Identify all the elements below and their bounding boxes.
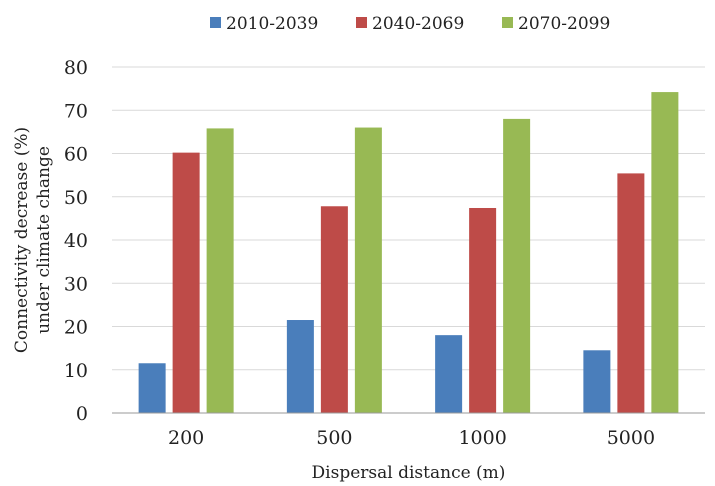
bars — [138, 92, 679, 414]
y-axis-title-line: under climate change — [34, 146, 54, 334]
bar-2070-2099-200 — [206, 128, 234, 414]
bar-2040-2069-1000 — [469, 207, 497, 413]
y-tick-label: 70 — [64, 100, 88, 122]
gridlines — [112, 66, 705, 371]
y-tick-label: 0 — [76, 403, 88, 425]
legend-label: 2010-2039 — [226, 14, 318, 34]
bar-2040-2069-200 — [172, 152, 200, 413]
bar-2010-2039-5000 — [583, 350, 611, 413]
bar-2010-2039-1000 — [435, 335, 463, 413]
x-tick-label: 1000 — [458, 427, 506, 449]
bar-2010-2039-200 — [138, 363, 166, 413]
legend-label: 2070-2099 — [518, 14, 610, 34]
y-tick-label: 10 — [64, 360, 88, 382]
legend-swatch-2010-2039 — [210, 17, 221, 28]
y-tick-label: 50 — [64, 187, 88, 209]
legend-label: 2040-2069 — [372, 14, 464, 34]
bar-2070-2099-5000 — [651, 92, 679, 414]
y-tick-label: 80 — [64, 57, 88, 79]
y-tick-label: 20 — [64, 317, 88, 339]
bar-2010-2039-500 — [286, 320, 314, 413]
x-axis-tick-labels: 200 500 1000 5000 — [168, 427, 655, 449]
bar-2040-2069-5000 — [617, 173, 645, 413]
bar-2070-2099-1000 — [503, 118, 531, 414]
x-tick-label: 500 — [316, 427, 352, 449]
legend: 2010-2039 2040-2069 2070-2099 — [210, 14, 610, 34]
bar-2070-2099-500 — [354, 127, 382, 414]
y-axis-title: Connectivity decrease (%) under climate c… — [12, 127, 54, 353]
x-tick-label: 5000 — [607, 427, 655, 449]
y-tick-label: 40 — [64, 230, 88, 252]
legend-swatch-2040-2069 — [356, 17, 367, 28]
y-axis-title-line: Connectivity decrease (%) — [12, 127, 32, 353]
y-axis-tick-labels: 0 10 20 30 40 50 60 70 80 — [64, 57, 88, 425]
y-tick-label: 60 — [64, 144, 88, 166]
x-tick-label: 200 — [168, 427, 204, 449]
legend-swatch-2070-2099 — [502, 17, 513, 28]
x-axis-title: Dispersal distance (m) — [312, 463, 506, 483]
bar-2040-2069-500 — [320, 206, 348, 413]
y-tick-label: 30 — [64, 273, 88, 295]
